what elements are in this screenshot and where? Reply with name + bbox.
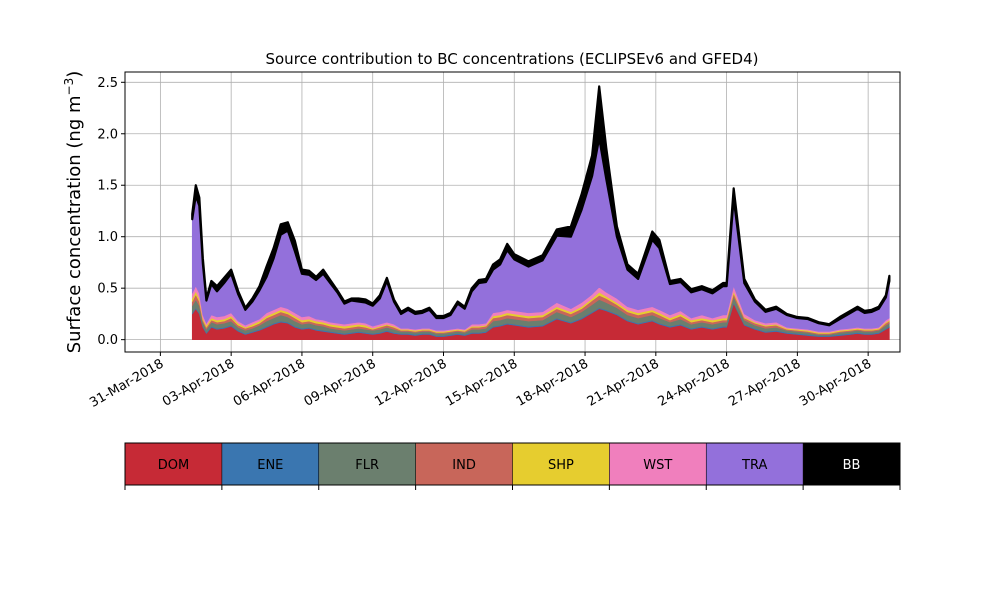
y-tick-label: 0.0 (97, 333, 118, 348)
x-tick-label: 15-Apr-2018 (443, 356, 520, 409)
y-axis-label-exponent: −3 (62, 78, 76, 96)
legend-label-ene: ENE (257, 458, 283, 473)
x-tick-label: 21-Apr-2018 (585, 356, 662, 409)
x-tick-label: 12-Apr-2018 (372, 356, 449, 409)
legend-swatch-wst (609, 443, 707, 485)
legend-label-wst: WST (643, 458, 672, 473)
legend-label-flr: FLR (355, 458, 379, 473)
legend-label-ind: IND (452, 458, 476, 473)
legend-label-dom: DOM (158, 458, 189, 473)
area-series-tra (191, 137, 890, 332)
x-tick-label: 09-Apr-2018 (302, 356, 379, 409)
y-tick-label: 2.0 (97, 127, 118, 142)
legend: DOM ENE FLR IND SHP WST TRA BB (124, 442, 901, 490)
y-tick-label: 1.0 (97, 230, 118, 245)
legend-label-tra: TRA (741, 458, 767, 473)
legend-swatch-ene (221, 443, 319, 485)
y-tick-label: 0.5 (97, 282, 118, 297)
y-tick-label: 1.5 (97, 179, 118, 194)
x-tick-label: 30-Apr-2018 (797, 356, 874, 409)
y-ticks: 0.0 0.5 1.0 1.5 2.0 2.5 (97, 76, 125, 348)
x-tick-label: 06-Apr-2018 (231, 356, 308, 409)
plot-frame (124, 71, 901, 353)
x-tick-label: 03-Apr-2018 (160, 356, 237, 409)
legend-swatch-dom (125, 443, 222, 485)
y-tick-label: 2.5 (97, 76, 118, 91)
x-tick-label: 24-Apr-2018 (655, 356, 732, 409)
legend-label-bb: BB (843, 458, 861, 473)
x-tick-label: 27-Apr-2018 (726, 356, 803, 409)
legend-swatch-flr (318, 443, 416, 485)
legend-label-shp: SHP (548, 458, 574, 473)
legend-swatch-shp (512, 443, 610, 485)
y-axis-label: Surface concentration (ng m−3) (62, 71, 85, 354)
legend-swatch-tra (706, 443, 804, 485)
legend-swatch-ind (415, 443, 513, 485)
area-series-bb (191, 85, 891, 327)
x-tick-label: 18-Apr-2018 (514, 356, 591, 409)
x-ticks: 31-Mar-201803-Apr-201806-Apr-201809-Apr-… (87, 352, 874, 411)
axes (124, 71, 901, 353)
chart-title: Source contribution to BC concentrations… (265, 50, 758, 68)
y-axis-label-text: Surface concentration (ng m (64, 95, 85, 353)
y-axis-label-close: ) (64, 71, 85, 78)
stacked-areas (191, 85, 891, 340)
x-tick-label: 31-Mar-2018 (87, 356, 166, 410)
legend-swatch-bb (803, 443, 900, 485)
